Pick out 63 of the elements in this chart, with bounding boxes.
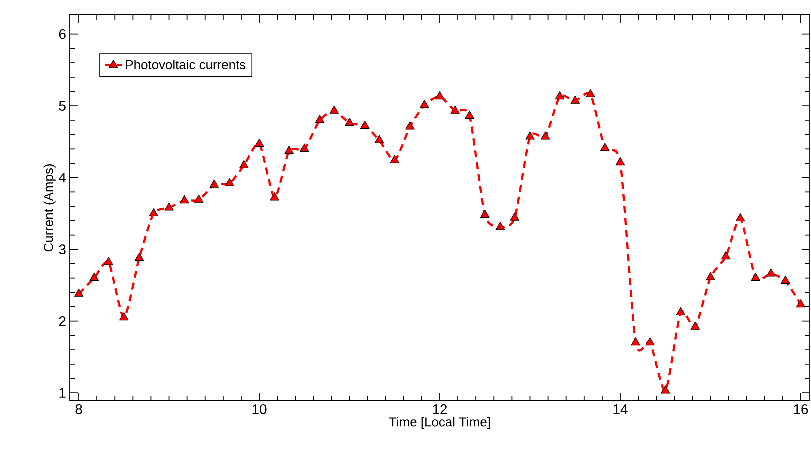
point [706,272,716,280]
point [254,138,264,147]
point [194,194,204,203]
point [270,192,280,201]
point [406,122,415,130]
point [134,252,144,262]
point [796,300,806,308]
point [180,196,190,204]
point [330,106,340,114]
x-tick-label: 14 [614,404,628,414]
y-tick-label: 5 [59,101,66,111]
x-tick-label: 8 [76,404,82,414]
point [120,312,129,321]
point [465,110,474,119]
y-tick-label: 2 [59,316,66,326]
point [149,208,159,217]
point [374,135,384,144]
point [284,146,294,154]
point [496,222,506,230]
point [600,143,610,152]
point [315,115,325,124]
y-tick-label: 6 [59,29,66,40]
point [721,251,731,260]
point [510,212,520,221]
point [570,96,580,104]
point [586,89,596,98]
point [555,91,565,100]
point [164,202,174,211]
x-tick-label: 10 [252,404,267,414]
x-axis-title: Time [Local Time] [389,417,490,430]
point [90,273,99,282]
point [616,157,626,166]
x-tick-label: 16 [794,404,808,414]
point [390,155,400,164]
point [690,322,700,330]
point [480,210,490,218]
point [646,338,655,346]
y-tick-label: 4 [59,173,66,183]
point [676,307,686,316]
point [104,257,114,266]
point [766,268,776,277]
point [526,132,535,140]
y-tick-label: 1 [60,388,66,398]
point [450,106,460,114]
point [74,288,84,297]
y-tick-label: 3 [59,244,66,255]
point [225,178,234,186]
point [210,180,220,188]
y-axis-title: Current (Amps) [44,164,56,252]
point [435,91,445,100]
point [360,120,370,130]
point [751,273,760,282]
point [345,118,354,126]
point [300,144,310,152]
point [240,160,249,168]
x-tick-label: 12 [433,404,448,414]
point [781,276,790,284]
point [631,338,640,346]
point [736,213,746,222]
point [660,386,670,394]
point [540,132,550,140]
legend-label: Photovoltaic currents [126,60,246,70]
point [420,100,430,108]
